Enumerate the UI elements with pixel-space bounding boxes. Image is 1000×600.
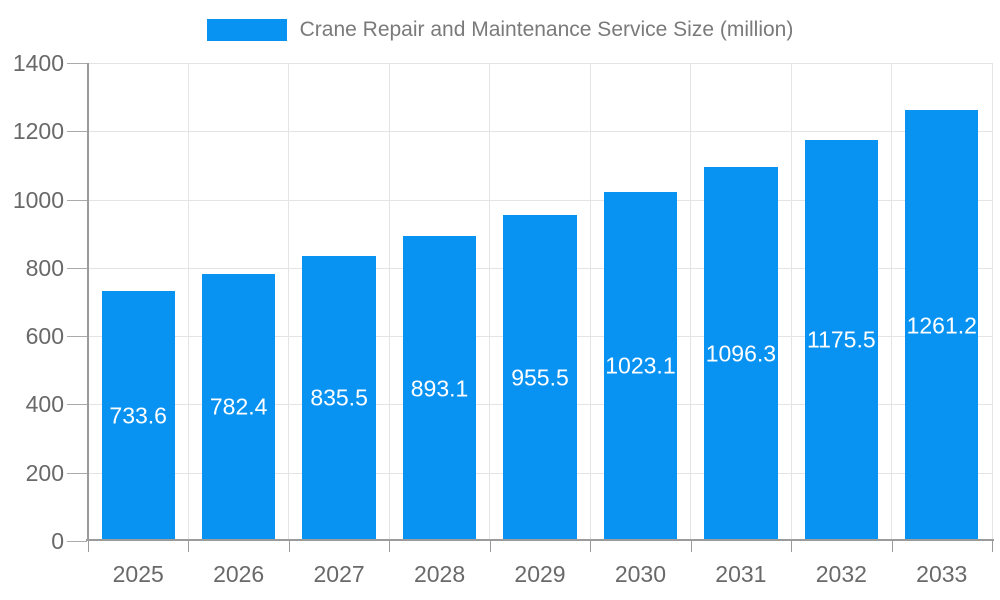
x-axis <box>86 539 994 541</box>
y-tick-label: 1000 <box>12 186 64 213</box>
y-axis-tick <box>67 541 87 542</box>
v-gridline <box>187 63 189 541</box>
v-gridline <box>589 63 591 541</box>
bar-2025[interactable]: 733.6 <box>101 290 175 541</box>
x-axis-tick <box>88 541 89 552</box>
v-gridline <box>388 63 390 541</box>
bar-value-label: 733.6 <box>109 402 167 429</box>
h-gridline <box>88 131 992 133</box>
x-axis-tick <box>791 541 793 552</box>
y-tick-label: 400 <box>25 391 64 418</box>
x-axis-tick <box>188 541 190 552</box>
bar-2029[interactable]: 955.5 <box>503 214 577 541</box>
y-axis-tick <box>67 472 87 474</box>
legend[interactable]: Crane Repair and Maintenance Service Siz… <box>0 18 1000 42</box>
y-tick-label: 1200 <box>12 118 64 145</box>
y-axis-tick <box>67 336 87 338</box>
v-gridline <box>891 63 893 541</box>
v-gridline <box>489 63 491 541</box>
x-axis-tick <box>489 541 491 552</box>
y-axis-tick <box>67 131 87 133</box>
y-axis <box>87 63 89 541</box>
y-axis-tick <box>67 199 87 201</box>
v-gridline <box>991 63 993 541</box>
plot-area: 733.6 782.4 835.5 893.1 955.5 1023.1 1096.3 117… <box>86 63 994 541</box>
y-tick-label: 600 <box>25 323 64 350</box>
x-axis-tick <box>891 541 893 552</box>
bar-value-label: 1261.2 <box>906 312 977 339</box>
v-gridline <box>288 63 290 541</box>
bar-2027[interactable]: 835.5 <box>302 255 376 541</box>
bar-value-label: 1096.3 <box>705 340 777 367</box>
y-axis-tick <box>67 404 87 406</box>
x-tick-label: 2027 <box>313 561 365 587</box>
bar-value-label: 782.4 <box>209 393 268 420</box>
x-tick-label: 2031 <box>715 561 767 587</box>
x-axis-tick <box>288 541 290 552</box>
y-tick-label: 0 <box>51 528 64 554</box>
x-axis-tick <box>690 541 692 552</box>
y-tick-label: 200 <box>25 459 64 486</box>
bar-value-label: 835.5 <box>310 384 368 411</box>
x-tick-label: 2028 <box>413 561 466 587</box>
x-tick-label: 2029 <box>514 561 566 587</box>
bar-2032[interactable]: 1175.5 <box>804 139 878 541</box>
bar-value-label: 893.1 <box>410 375 469 402</box>
y-axis-tick <box>67 267 87 269</box>
y-tick-label: 800 <box>25 254 64 281</box>
bar-2026[interactable]: 782.4 <box>202 273 276 541</box>
bar-2033[interactable]: 1261.2 <box>905 110 979 541</box>
x-axis-tick <box>992 541 993 552</box>
x-tick-label: 2026 <box>213 561 265 587</box>
h-gridline <box>88 199 992 201</box>
bar-2031[interactable]: 1096.3 <box>704 166 778 541</box>
bar-2030[interactable]: 1023.1 <box>603 191 678 541</box>
h-gridline <box>88 63 992 64</box>
v-gridline <box>790 63 792 541</box>
legend-swatch <box>206 19 287 41</box>
y-tick-label: 1400 <box>12 50 64 76</box>
v-gridline <box>690 63 692 541</box>
chart-title: Crane Repair and Maintenance Service Siz… <box>299 18 794 41</box>
x-axis-tick <box>389 541 391 552</box>
y-axis-tick <box>67 63 87 64</box>
x-tick-label: 2032 <box>815 561 867 587</box>
x-tick-label: 2033 <box>916 561 968 587</box>
bar-2028[interactable]: 893.1 <box>402 236 477 541</box>
x-tick-label: 2030 <box>614 561 667 587</box>
x-axis-tick <box>590 541 592 552</box>
bar-value-label: 1175.5 <box>806 326 876 353</box>
bar-value-label: 955.5 <box>511 364 569 391</box>
x-tick-label: 2025 <box>112 561 164 587</box>
bar-value-label: 1023.1 <box>605 352 676 379</box>
